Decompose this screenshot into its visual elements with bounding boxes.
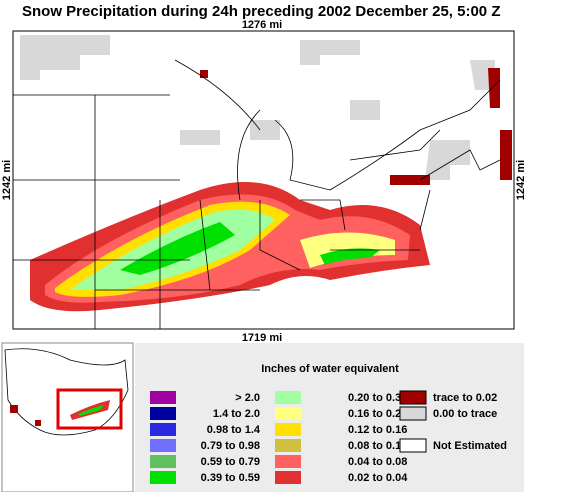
legend-swatch — [150, 439, 176, 452]
legend-swatch — [275, 455, 301, 468]
title: Snow Precipitation during 24h preceding … — [22, 3, 500, 20]
legend-title: Inches of water equivalent — [261, 363, 399, 375]
legend-swatch — [150, 391, 176, 404]
legend-swatch — [399, 406, 427, 421]
legend-label: > 2.0 — [235, 392, 260, 404]
legend-swatch — [275, 439, 301, 452]
legend-label: 0.79 to 0.98 — [201, 440, 260, 452]
main-map — [12, 30, 515, 330]
legend-swatch — [150, 407, 176, 420]
legend-swatch — [399, 438, 427, 453]
legend-label: 1.4 to 2.0 — [213, 408, 260, 420]
legend-swatch — [275, 471, 301, 484]
legend-label: 0.59 to 0.79 — [201, 456, 260, 468]
legend-label: 0.04 to 0.08 — [348, 456, 407, 468]
legend-label: 0.00 to trace — [433, 408, 497, 420]
legend-swatch — [399, 390, 427, 405]
legend-label: Not Estimated — [433, 440, 507, 452]
legend-label: 0.98 to 1.4 — [207, 424, 261, 436]
inset-map — [1, 342, 134, 492]
top-distance: 1276 mi — [242, 19, 282, 31]
left-distance: 1242 mi — [1, 160, 13, 200]
legend-label: trace to 0.02 — [433, 392, 497, 404]
legend-label: 0.08 to 0.12 — [348, 440, 407, 452]
legend-swatch — [275, 391, 301, 404]
bottom-distance: 1719 mi — [242, 332, 282, 344]
legend-label: 0.16 to 0.20 — [348, 408, 407, 420]
legend-label: 0.02 to 0.04 — [348, 472, 408, 484]
legend-label: 0.12 to 0.16 — [348, 424, 407, 436]
legend-swatch — [150, 471, 176, 484]
legend-swatch — [150, 455, 176, 468]
legend-swatch — [275, 407, 301, 420]
legend: Inches of water equivalent — [135, 343, 524, 492]
legend-swatch — [150, 423, 176, 436]
legend-label: 0.39 to 0.59 — [201, 472, 260, 484]
right-distance: 1242 mi — [515, 160, 527, 200]
legend-label: 0.20 to 0.39 — [348, 392, 407, 404]
legend-swatch — [275, 423, 301, 436]
